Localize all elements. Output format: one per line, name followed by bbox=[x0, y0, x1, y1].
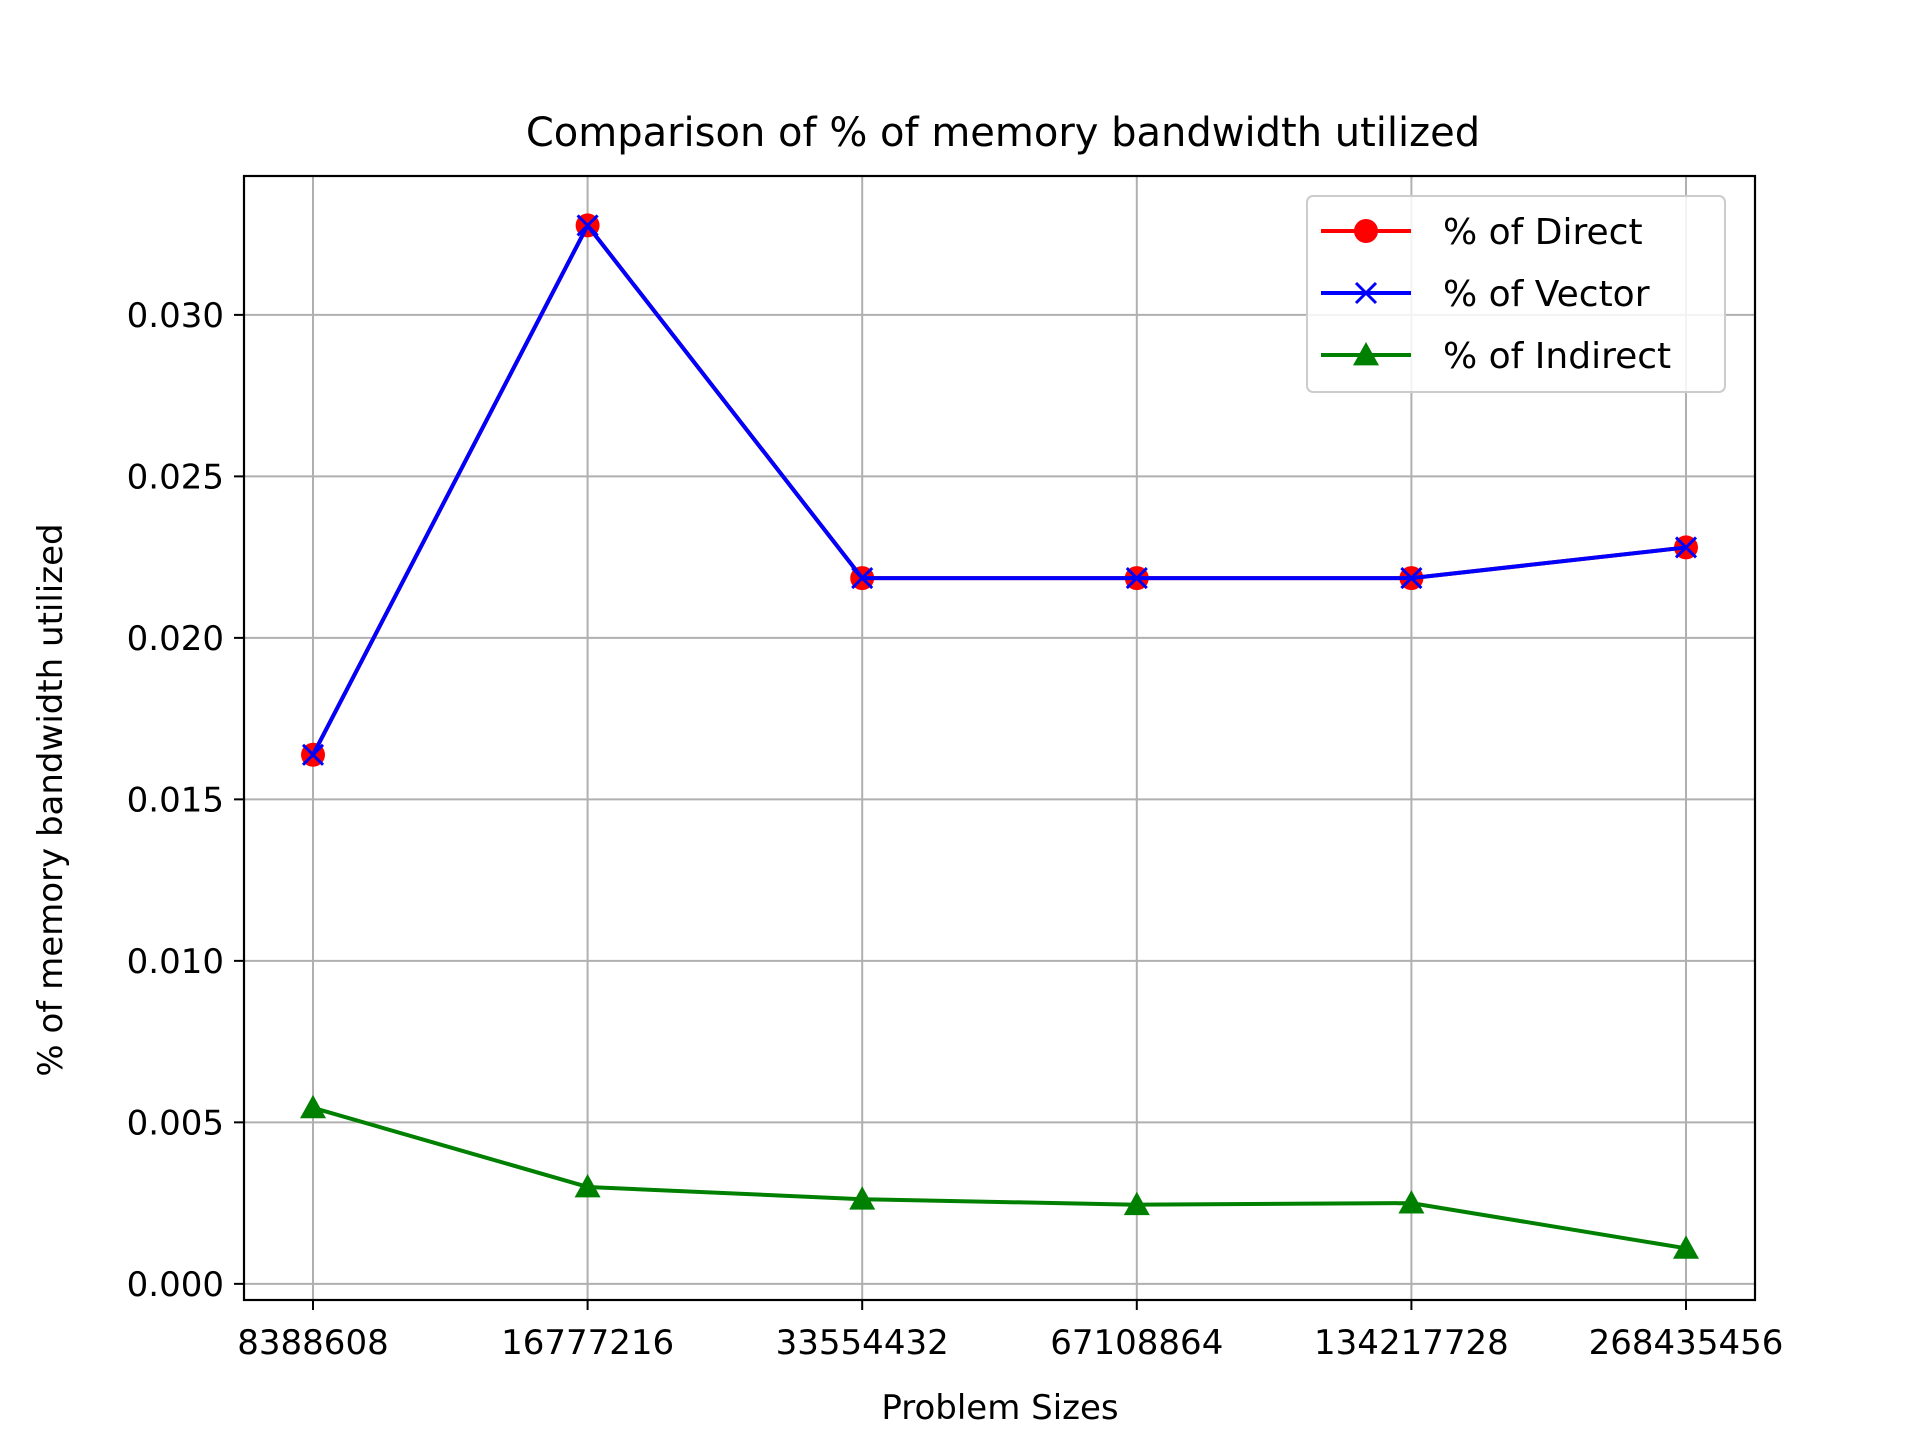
data-point bbox=[1123, 1191, 1150, 1216]
series-line bbox=[312, 1105, 1687, 1251]
legend-entry: % of Direct bbox=[1321, 212, 1643, 253]
data-point bbox=[1673, 1235, 1699, 1259]
data-point bbox=[1125, 567, 1148, 590]
data-point bbox=[1398, 1190, 1425, 1214]
legend-marker bbox=[1354, 219, 1378, 243]
data-point bbox=[301, 743, 325, 766]
y-axis-label: % of memory bandwidth utilized bbox=[31, 523, 71, 1076]
y-tick-label: 0.005 bbox=[127, 1103, 224, 1143]
x-tick-label: 67108864 bbox=[1050, 1323, 1223, 1363]
data-point bbox=[1674, 536, 1698, 559]
series-group bbox=[300, 213, 1699, 1259]
data-point bbox=[300, 1094, 326, 1119]
legend-label: % of Vector bbox=[1443, 274, 1650, 315]
y-tick-label: 0.015 bbox=[127, 780, 224, 820]
y-tick-label: 0.025 bbox=[127, 457, 224, 497]
x-tick-label: 16777216 bbox=[501, 1323, 674, 1363]
y-tick-label: 0.000 bbox=[127, 1265, 224, 1305]
series-triangle bbox=[300, 1094, 1699, 1259]
legend-entry: % of Indirect bbox=[1321, 336, 1671, 377]
data-point bbox=[849, 1186, 876, 1210]
legend-marker bbox=[1353, 342, 1379, 366]
y-tick-label: 0.030 bbox=[127, 296, 224, 336]
data-point bbox=[1400, 567, 1423, 590]
legend-label: % of Direct bbox=[1443, 212, 1643, 253]
data-point bbox=[851, 567, 874, 590]
legend-marker bbox=[1354, 281, 1378, 305]
x-tick-label: 33554432 bbox=[776, 1323, 949, 1363]
axis-ticks: 8388608 16777216 33554432 67108864 134217728… bbox=[127, 296, 1784, 1363]
data-point bbox=[576, 214, 599, 237]
y-tick-label: 0.010 bbox=[127, 942, 224, 982]
plot-area-frame bbox=[242, 174, 1757, 1302]
series-x bbox=[301, 214, 1698, 766]
x-tick-label: 134217728 bbox=[1314, 1323, 1509, 1363]
data-point bbox=[574, 1173, 601, 1198]
series-line bbox=[311, 223, 1687, 756]
chart-title: Comparison of % of memory bandwidth util… bbox=[526, 110, 1480, 156]
y-tick-label: 0.020 bbox=[127, 619, 224, 659]
x-axis-label: Problem Sizes bbox=[881, 1388, 1118, 1428]
legend-box bbox=[1306, 195, 1726, 393]
x-tick-label: 268435456 bbox=[1589, 1323, 1784, 1363]
x-tick-label: 8388608 bbox=[237, 1323, 388, 1363]
legend-entry: % of Vector bbox=[1321, 274, 1650, 315]
legend: % of Direct % of Vector % of Indirect bbox=[1306, 195, 1726, 393]
legend-label: % of Indirect bbox=[1443, 336, 1671, 377]
